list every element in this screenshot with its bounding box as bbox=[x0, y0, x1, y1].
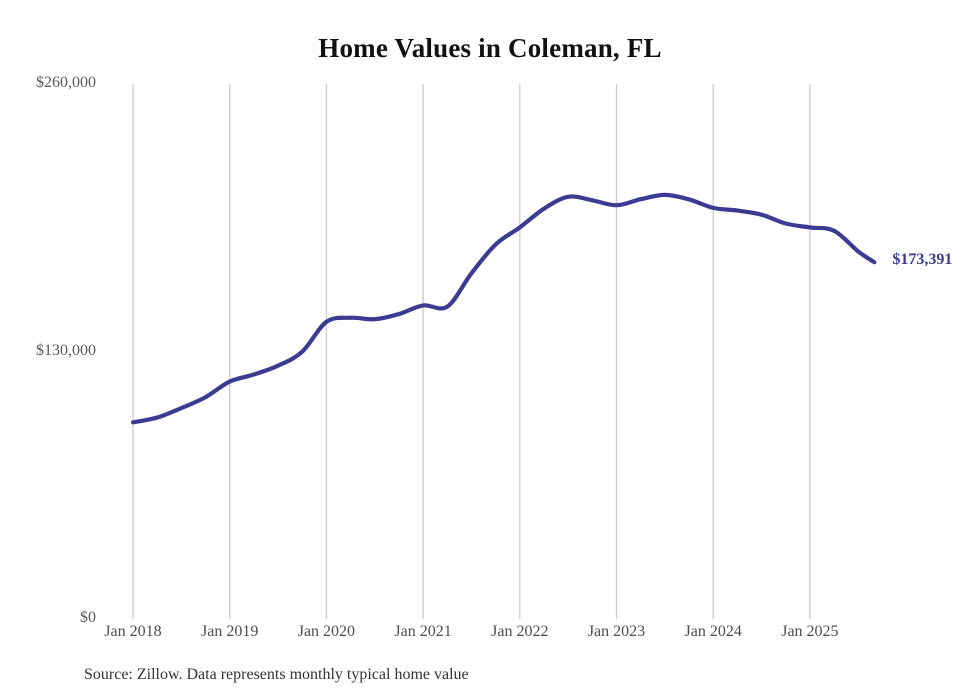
gridline-group bbox=[132, 84, 811, 619]
y-tick-label-0: $0 bbox=[80, 609, 96, 626]
x-tick-label-jan-2024: Jan 2024 bbox=[684, 623, 742, 640]
x-tick-label-jan-2023: Jan 2023 bbox=[587, 623, 646, 640]
data-line-group bbox=[130, 192, 877, 425]
x-tick-label-jan-2025: Jan 2025 bbox=[781, 623, 839, 640]
x-tick-label-jan-2018: Jan 2018 bbox=[104, 623, 162, 640]
x-tick-label-jan-2022: Jan 2022 bbox=[491, 623, 549, 640]
source-note: Source: Zillow. Data represents monthly … bbox=[84, 666, 469, 683]
data-line-0 bbox=[130, 192, 877, 425]
y-tick-label-2: $260,000 bbox=[36, 74, 96, 91]
chart-title: Home Values in Coleman, FL bbox=[318, 33, 662, 63]
x-tick-label-jan-2021: Jan 2021 bbox=[394, 623, 452, 640]
end-value-label: $173,391 bbox=[892, 251, 953, 269]
x-tick-label-jan-2020: Jan 2020 bbox=[297, 623, 356, 640]
x-tick-label-jan-2019: Jan 2019 bbox=[201, 623, 259, 640]
y-tick-label-1: $130,000 bbox=[36, 341, 96, 359]
